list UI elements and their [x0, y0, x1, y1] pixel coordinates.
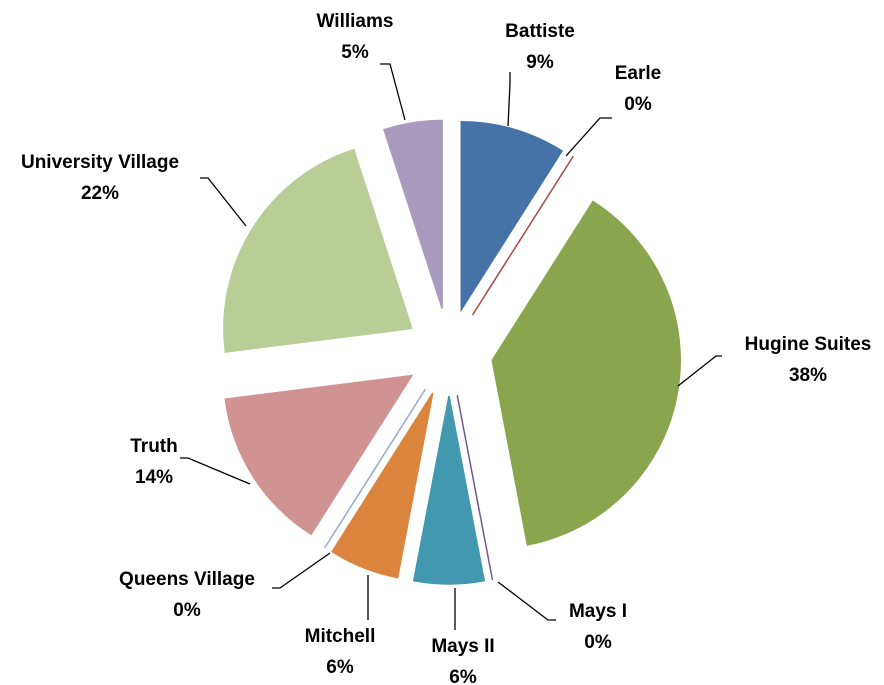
- slice-label-value: 6%: [326, 657, 354, 678]
- slice-label-name: Hugine Suites: [745, 334, 872, 355]
- leader-line: [565, 117, 612, 157]
- pie-slice: [491, 200, 681, 546]
- pie-slice: [383, 119, 443, 309]
- pie-slice: [224, 374, 414, 536]
- slice-label-value: 14%: [135, 467, 173, 488]
- slice-label-name: Battiste: [505, 21, 575, 42]
- pie-slice: [412, 395, 486, 585]
- slice-label-value: 5%: [341, 42, 369, 63]
- slice-label-value: 0%: [624, 94, 652, 115]
- slice-label-name: Williams: [317, 11, 394, 32]
- slice-label-name: Mitchell: [305, 626, 376, 647]
- slice-label-name: Earle: [615, 63, 661, 84]
- slice-label-value: 0%: [173, 600, 201, 621]
- slice-label-name: Mays II: [431, 636, 494, 657]
- pie-slice: [331, 392, 434, 579]
- leader-line: [677, 355, 722, 387]
- slice-label-name: University Village: [21, 152, 179, 173]
- slice-label-value: 38%: [789, 365, 827, 386]
- leader-line: [497, 581, 556, 621]
- pie-slice: [223, 148, 413, 353]
- slice-label-value: 9%: [526, 52, 554, 73]
- slice-label-value: 0%: [584, 632, 612, 653]
- slice-label-value: 6%: [449, 667, 477, 685]
- leader-line: [180, 457, 251, 485]
- leader-line: [200, 177, 247, 227]
- slice-label-name: Queens Village: [119, 569, 255, 590]
- leader-line: [507, 72, 511, 127]
- leader-line: [380, 63, 406, 121]
- slice-label-name: Truth: [130, 436, 178, 457]
- pie-slice: [460, 120, 564, 313]
- leader-line: [272, 552, 331, 589]
- pie-slice: [324, 388, 427, 549]
- slice-label-value: 22%: [81, 183, 119, 204]
- slice-label-name: Mays I: [569, 601, 627, 622]
